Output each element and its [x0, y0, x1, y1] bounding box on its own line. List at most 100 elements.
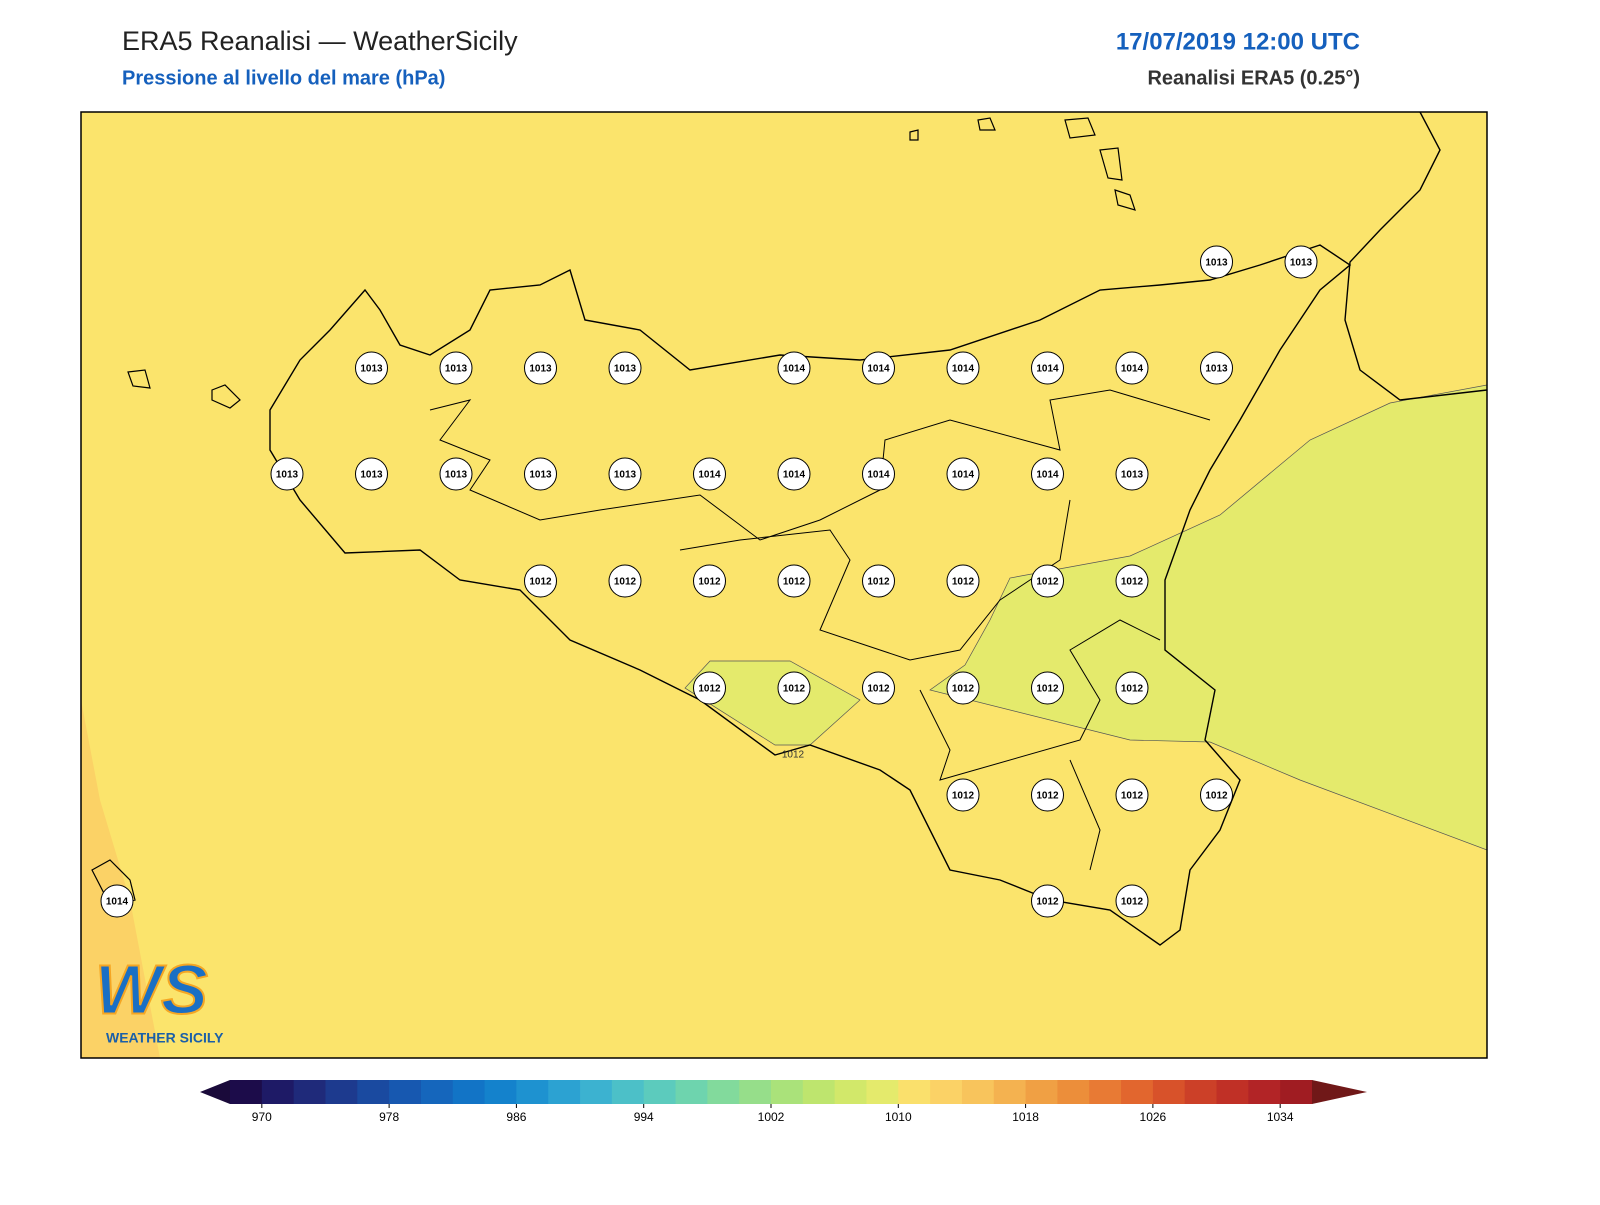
station-marker [693, 457, 726, 491]
station-marker [1115, 778, 1149, 812]
colorbar-bin [293, 1080, 326, 1104]
map-frame [80, 111, 1488, 1059]
province-border [429, 389, 1211, 871]
coastline [1344, 111, 1488, 401]
colorbar-bin [389, 1080, 422, 1104]
station-marker [355, 351, 388, 385]
colorbar-tick-label: 1010 [885, 1110, 912, 1124]
colorbar-bin [420, 1080, 454, 1104]
station-value: 1013 [1205, 364, 1228, 375]
colorbar-bin [1152, 1080, 1186, 1104]
subtitle: Pressione al livello del mare (hPa) [122, 67, 445, 89]
station-value: 1014 [698, 470, 721, 481]
station-value: 1014 [783, 470, 806, 481]
station-value: 1014 [1121, 364, 1144, 375]
station-value: 1013 [529, 470, 552, 481]
station-value: 1013 [1121, 470, 1144, 481]
logo-text: WEATHER SICILY [106, 1030, 224, 1046]
station-marker [608, 564, 642, 598]
station-value: 1012 [529, 577, 552, 588]
station-marker [946, 778, 980, 812]
station-layer: 1013 1013 1013 1013 1013 1013 1014 1014 1014 1014… [100, 245, 1318, 918]
station-value: 1014 [867, 364, 890, 375]
station-marker [1031, 457, 1064, 491]
station-value: 1012 [783, 577, 806, 588]
logo: WS WEATHER SICILY [94, 949, 224, 1046]
station-value: 1012 [952, 684, 975, 695]
colorbar-tick-label: 986 [506, 1110, 526, 1124]
station-marker [946, 351, 980, 385]
colorbar-bin [1248, 1080, 1281, 1104]
station-marker [946, 671, 980, 705]
colorbar-bin [230, 1080, 263, 1104]
pressure-band [929, 384, 1488, 851]
station-value: 1012 [614, 577, 637, 588]
station-marker [1031, 778, 1064, 812]
station-value: 1012 [867, 577, 890, 588]
station-marker [1200, 778, 1233, 812]
station-value: 1013 [614, 364, 637, 375]
station-marker [1031, 564, 1064, 598]
pressure-band [81, 700, 160, 1058]
station-marker [1115, 884, 1149, 918]
colorbar-bin [357, 1080, 390, 1104]
station-value: 1012 [952, 791, 975, 802]
station-marker [439, 457, 473, 491]
station-marker [524, 351, 557, 385]
station-value: 1012 [698, 577, 721, 588]
station-value: 1013 [360, 470, 383, 481]
colorbar-bin [580, 1080, 613, 1104]
station-marker [524, 564, 557, 598]
station-marker [862, 564, 895, 598]
station-value: 1014 [867, 470, 890, 481]
colorbar-bin [1057, 1080, 1090, 1104]
colorbar-bin [452, 1080, 486, 1104]
colorbar-tick-label: 1034 [1267, 1110, 1294, 1124]
coastline [269, 244, 1352, 946]
station-value: 1012 [783, 684, 806, 695]
title: ERA5 Reanalisi — WeatherSicily [122, 26, 518, 56]
station-value: 1014 [783, 364, 806, 375]
station-marker [862, 671, 895, 705]
station-marker [1284, 245, 1318, 279]
station-marker [524, 457, 557, 491]
station-marker [1115, 457, 1149, 491]
station-value: 1012 [1121, 897, 1144, 908]
source: Reanalisi ERA5 (0.25°) [1147, 67, 1360, 89]
station-marker [439, 351, 473, 385]
colorbar-bin [1121, 1080, 1154, 1104]
colorbar-bin [611, 1080, 645, 1104]
station-marker [862, 351, 895, 385]
date: 17/07/2019 12:00 UTC [1116, 28, 1360, 55]
colorbar-tick-label: 1018 [1012, 1110, 1039, 1124]
station-marker [608, 457, 642, 491]
station-value: 1013 [276, 470, 299, 481]
station-marker [1115, 351, 1149, 385]
station-marker [270, 457, 304, 491]
colorbar-bin [898, 1080, 931, 1104]
colorbar-bin [993, 1080, 1027, 1104]
station-value: 1012 [867, 684, 890, 695]
station-marker [693, 671, 726, 705]
station-value: 1012 [1036, 577, 1059, 588]
colorbar-tick-label: 994 [634, 1110, 654, 1124]
colorbar-bin [516, 1080, 549, 1104]
station-value: 1014 [106, 897, 129, 908]
station-value: 1013 [445, 364, 468, 375]
colorbar-bin [675, 1080, 708, 1104]
station-marker [355, 457, 388, 491]
colorbar-tick-label: 1026 [1140, 1110, 1167, 1124]
station-value: 1013 [1290, 258, 1313, 269]
station-value: 1012 [1036, 684, 1059, 695]
colorbar: 970 978 986 994 1002 1010 1018 1026 1034 [200, 1080, 1367, 1124]
colorbar-bin [739, 1080, 772, 1104]
station-value: 1012 [1121, 684, 1144, 695]
station-value: 1013 [1205, 258, 1228, 269]
colorbar-bin [1184, 1080, 1218, 1104]
station-value: 1012 [698, 684, 721, 695]
colorbar-tick-label: 970 [252, 1110, 272, 1124]
station-marker [777, 351, 811, 385]
colorbar-tick-label: 978 [379, 1110, 399, 1124]
logo-mark: WS [95, 950, 208, 1028]
